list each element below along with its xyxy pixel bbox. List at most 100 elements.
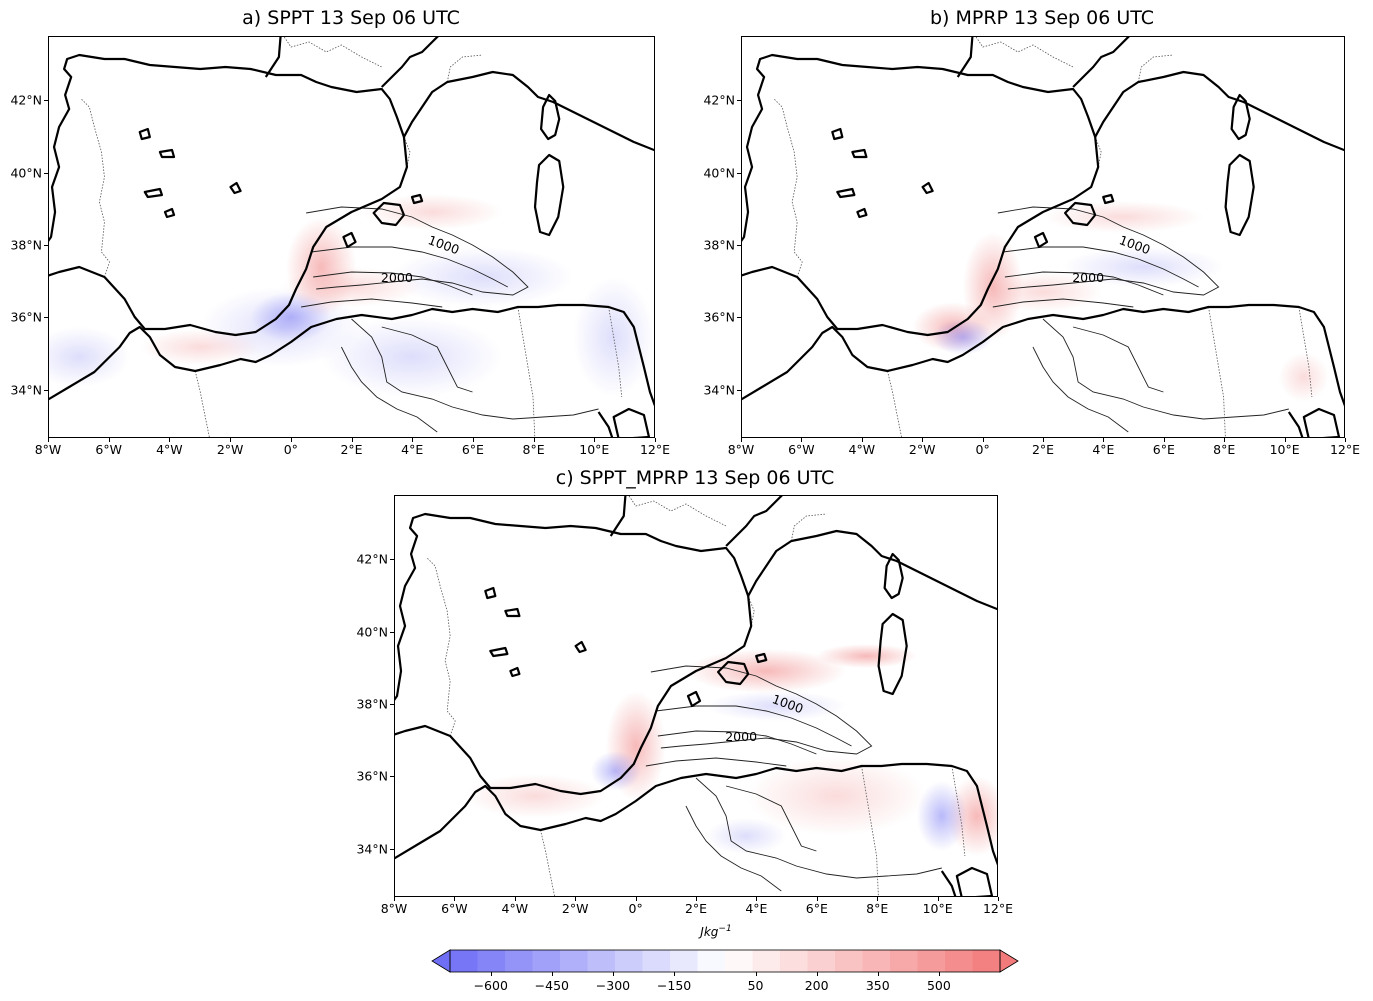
- anomaly-blob-5: [321, 317, 503, 397]
- colorbar-cell: [972, 950, 1001, 972]
- anomaly-blob-6: [706, 691, 847, 721]
- lon-tickmark: [1163, 438, 1165, 442]
- lon-tick-label: 2°E: [340, 442, 363, 457]
- lon-tick-label: 4°E: [401, 442, 424, 457]
- coastline-alps: [956, 37, 974, 78]
- lon-tick-label: 4°W: [848, 442, 876, 457]
- colorbar-tick-label: −600: [473, 978, 508, 993]
- lon-tick-label: 6°W: [441, 901, 468, 916]
- coastline-italy: [1094, 70, 1344, 152]
- coastline-smallE: [509, 666, 521, 678]
- coastline-smallE: [856, 207, 868, 219]
- colorbar-cell: [477, 950, 506, 972]
- coastline-smallD: [489, 646, 509, 658]
- country-border-2: [747, 595, 755, 627]
- lon-tickmark: [454, 897, 456, 901]
- elevation-contour-5: [725, 785, 817, 852]
- lat-tickmark: [44, 389, 48, 391]
- colorbar-tickmark: [551, 972, 553, 976]
- colorbar-tick-label: −300: [595, 978, 631, 993]
- country-border-2: [403, 136, 411, 168]
- elevation-contour-0: [650, 665, 873, 755]
- coastline-smallA: [831, 127, 844, 141]
- coastline-france: [380, 37, 439, 88]
- anomaly-blob-1: [746, 756, 927, 836]
- lon-tickmark: [230, 438, 232, 442]
- elevation-contour-0: [997, 206, 1220, 296]
- lon-tickmark: [290, 438, 292, 442]
- colorbar-tickmark: [674, 972, 676, 976]
- lon-tickmark: [1345, 438, 1346, 442]
- lat-tickmark: [737, 100, 741, 102]
- lat-tickmark: [737, 245, 741, 247]
- elevation-contour-1: [1002, 246, 1199, 288]
- lat-tick-label: 42°N: [703, 92, 735, 108]
- anomaly-blob-5: [982, 272, 1104, 312]
- elevation-contour-4: [351, 318, 599, 420]
- lon-tickmark: [998, 897, 999, 901]
- lat-tickmark: [737, 172, 741, 174]
- coastline-mallorca: [372, 201, 406, 227]
- elevation-contour-6: [685, 805, 782, 892]
- country-border-0: [773, 98, 803, 278]
- country-border-4: [861, 765, 879, 896]
- coastline-africa2: [1287, 411, 1304, 437]
- lon-tick-label: 4°W: [501, 901, 529, 916]
- coastline-alps: [264, 37, 282, 78]
- lon-tick-label: 8°W: [380, 901, 408, 916]
- lon-tick-label: 0°: [975, 442, 990, 457]
- lon-tick-label: 8°E: [522, 442, 545, 457]
- colorbar-cell: [780, 950, 808, 972]
- lon-tick-label: 2°W: [216, 442, 244, 457]
- lat-tickmark: [737, 389, 741, 391]
- lon-tickmark: [937, 897, 939, 901]
- coastline-corsica: [1230, 93, 1251, 141]
- lon-tickmark: [877, 897, 879, 901]
- coastline-smallB: [504, 607, 521, 618]
- colorbar-tick-label: 350: [865, 978, 890, 993]
- lon-tickmark: [412, 438, 414, 442]
- coastline-france: [1072, 37, 1130, 88]
- coastline-smallB: [158, 148, 176, 159]
- anomaly-blob-9: [49, 327, 130, 387]
- colorbar-tickmark: [816, 972, 818, 976]
- coastline-smallD: [143, 187, 164, 199]
- country-border-1: [887, 370, 902, 437]
- coastline-corsica: [539, 93, 561, 141]
- lon-tickmark: [1224, 438, 1226, 442]
- colorbar-cell: [642, 950, 671, 972]
- panel-title-c: c) SPPT_MPRP 13 Sep 06 UTC: [555, 467, 835, 489]
- colorbar-cell: [560, 950, 588, 972]
- colorbar-min-extend: [431, 949, 451, 973]
- lat-tickmark: [737, 317, 741, 319]
- elevation-contour-1: [655, 705, 852, 747]
- colorbar-units-label: Jkg−1: [700, 924, 731, 939]
- elevation-contour-2: [657, 730, 817, 755]
- coastline-france: [725, 496, 783, 547]
- elevation-contour-6: [341, 346, 438, 433]
- colorbar-tick-label: 500: [926, 978, 951, 993]
- lon-tickmark: [48, 438, 49, 442]
- lon-tickmark: [108, 438, 110, 442]
- lon-tick-label: 4°W: [156, 442, 183, 457]
- colorbar-tick-label: 50: [747, 978, 764, 993]
- lat-tick-label: 38°N: [356, 696, 388, 712]
- lon-tickmark: [351, 438, 353, 442]
- coastline-smallA: [138, 127, 151, 141]
- coastline-sardinia: [877, 612, 908, 696]
- anomaly-blob-9: [706, 818, 787, 854]
- map-panel-b: 1000 2000: [741, 36, 1345, 438]
- elevation-contour-5: [381, 326, 473, 393]
- colorbar-tickmark: [877, 972, 879, 976]
- coastline-africa: [395, 762, 997, 866]
- lon-tick-label: 8°W: [727, 442, 755, 457]
- country-border-5: [1298, 306, 1313, 398]
- colorbar-cell: [862, 950, 891, 972]
- country-border-0: [426, 557, 456, 737]
- lon-tick-label: 12°E: [639, 442, 671, 457]
- country-border-6: [283, 37, 382, 68]
- colorbar-cell: [807, 950, 836, 972]
- country-border-5: [951, 765, 966, 857]
